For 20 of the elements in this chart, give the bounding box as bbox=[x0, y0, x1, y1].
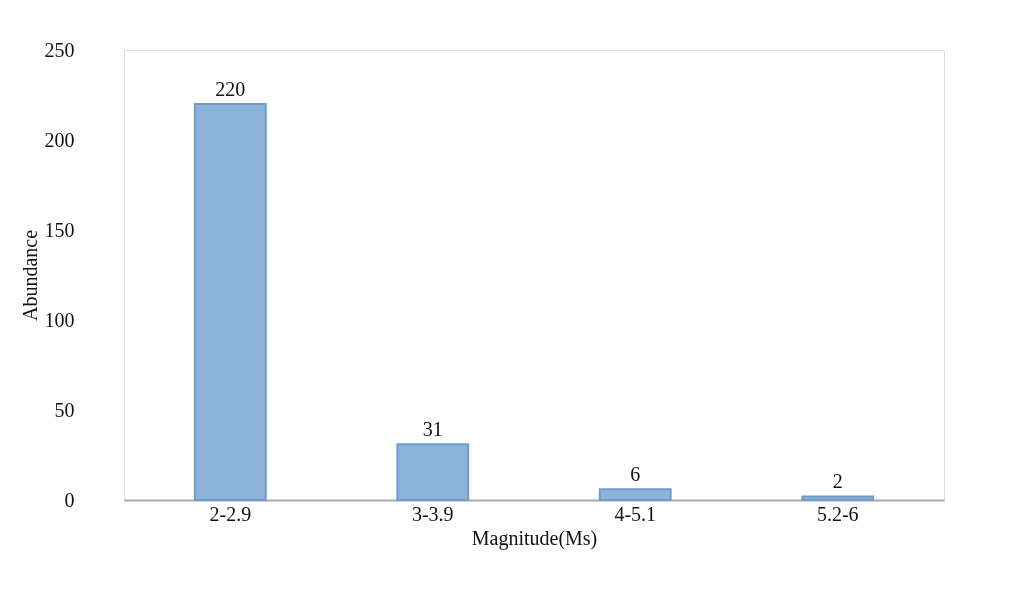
x-tick-label: 5.2-6 bbox=[816, 502, 859, 525]
bar bbox=[801, 495, 875, 501]
y-tick-label: 100 bbox=[44, 308, 75, 331]
data-label: 2 bbox=[832, 470, 843, 493]
y-tick-label: 200 bbox=[44, 128, 75, 151]
y-tick-label: 0 bbox=[64, 488, 75, 511]
y-tick-label: 50 bbox=[54, 398, 75, 421]
y-tick-label: 150 bbox=[44, 218, 75, 241]
x-tick-label: 3-3.9 bbox=[411, 502, 454, 525]
x-tick-label: 4-5.1 bbox=[614, 502, 657, 525]
y-tick-label: 250 bbox=[44, 38, 75, 61]
data-label: 6 bbox=[630, 463, 641, 486]
bar bbox=[396, 443, 470, 501]
y-axis-title: Abundance bbox=[18, 229, 41, 322]
data-label: 220 bbox=[215, 78, 246, 100]
x-tick-label: 2-2.9 bbox=[209, 502, 252, 525]
data-label: 31 bbox=[422, 418, 443, 441]
x-axis-title: Magnitude(Ms) bbox=[471, 526, 598, 550]
bar bbox=[193, 103, 267, 501]
bar bbox=[598, 488, 672, 501]
